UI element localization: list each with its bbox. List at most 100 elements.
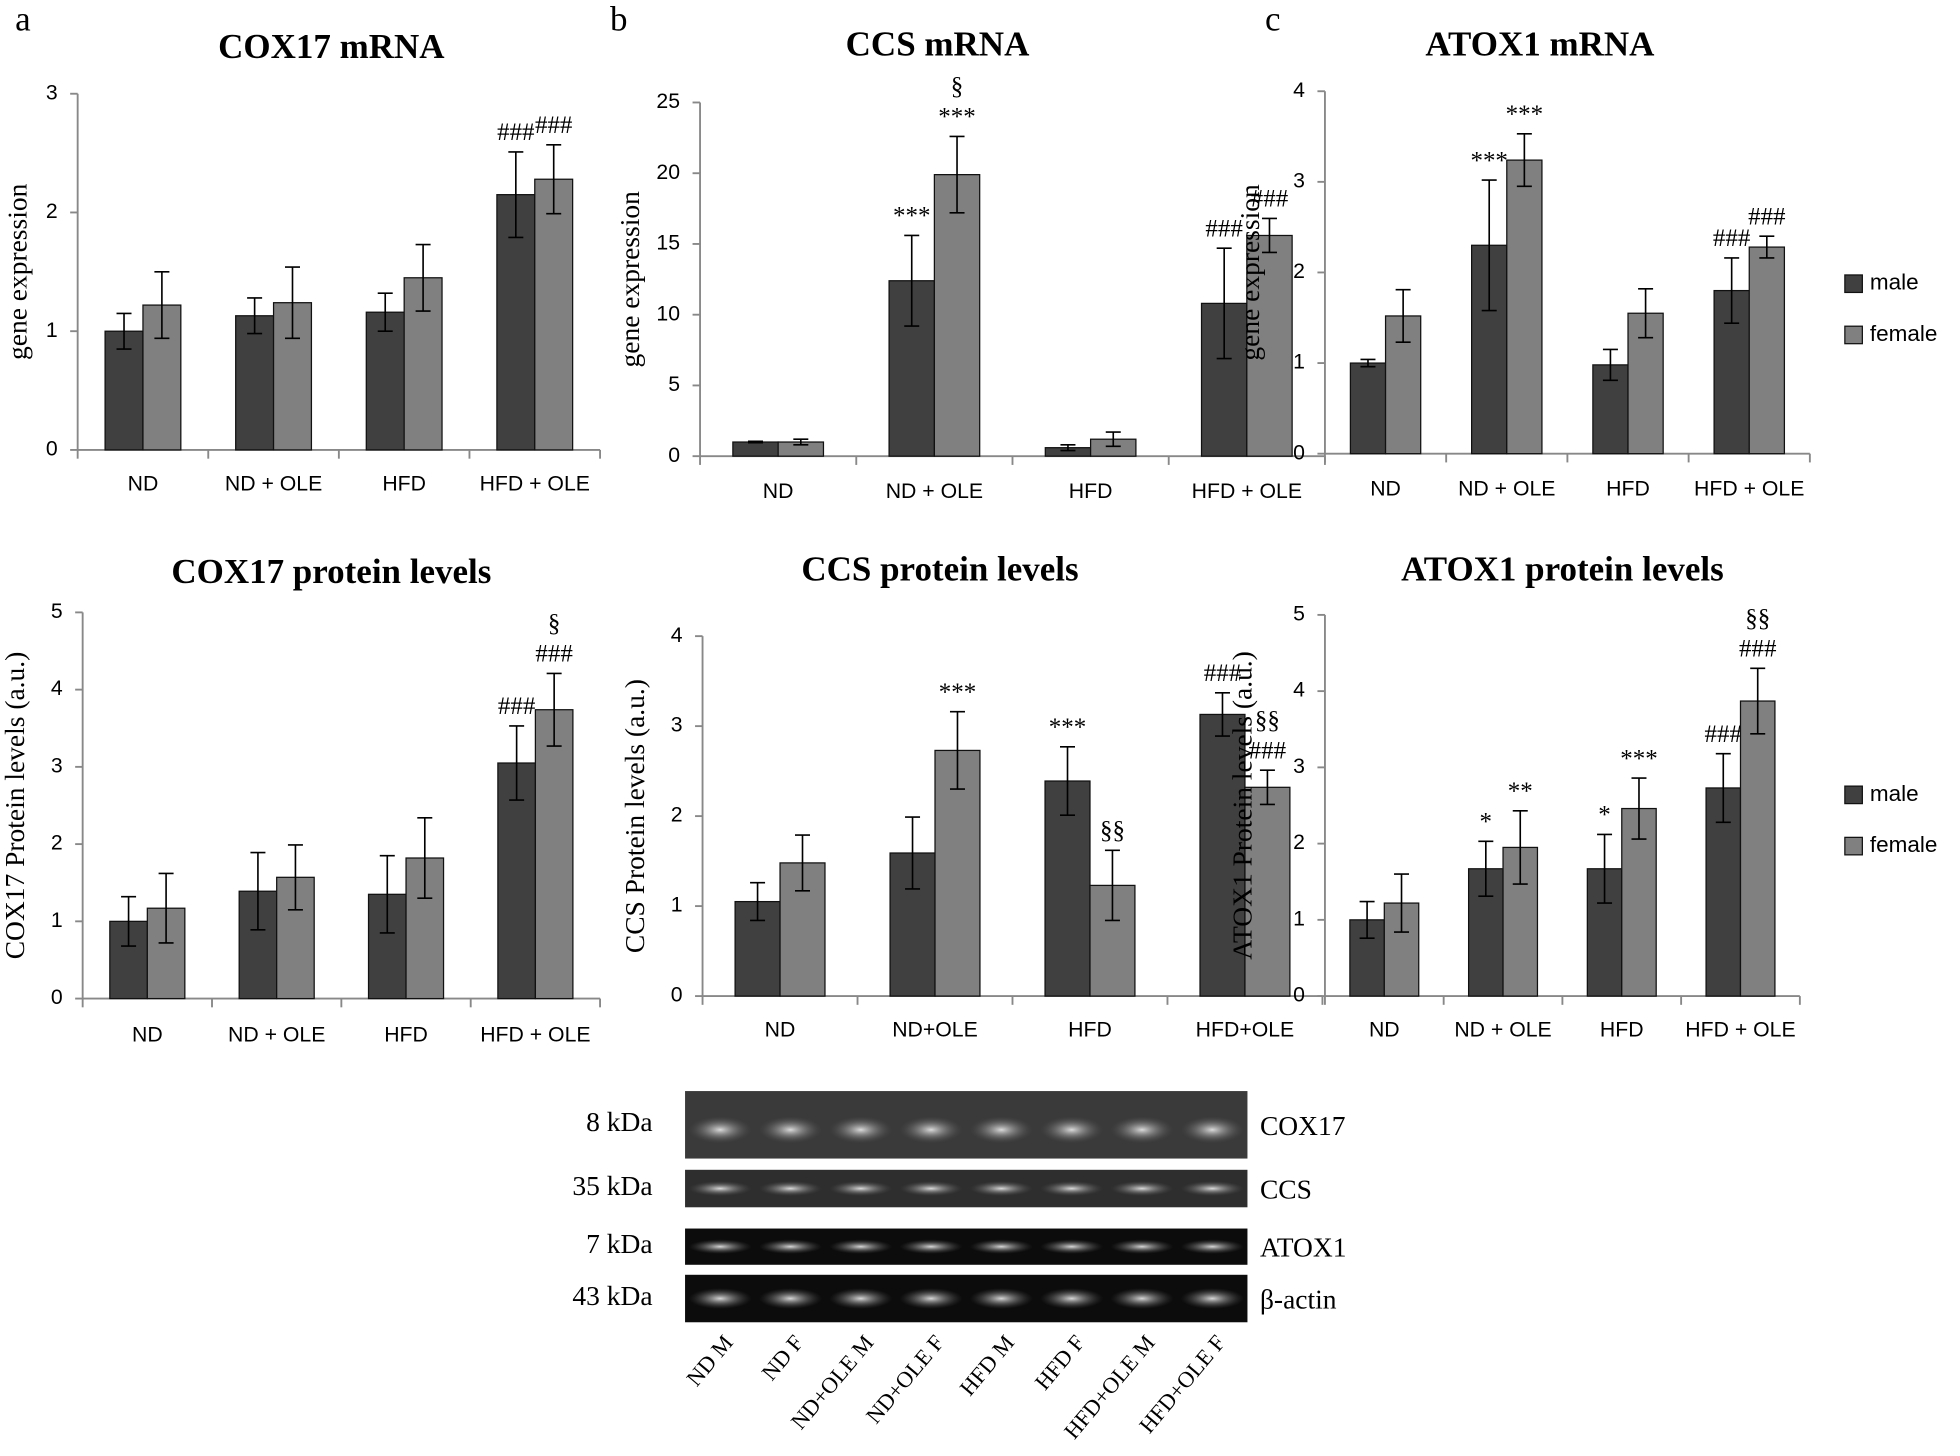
blot-band (969, 1288, 1034, 1309)
y-tick-label: 25 (656, 89, 680, 113)
bar (1244, 786, 1291, 997)
blot-band (829, 1116, 893, 1144)
y-tick-label: 3 (46, 80, 58, 104)
bar (534, 709, 574, 1000)
error-bar (904, 234, 920, 327)
y-tick-label: 2 (1293, 830, 1305, 854)
x-tick-label: HFD (1069, 479, 1113, 503)
significance-label: §§ (1100, 818, 1125, 845)
significance-label: ### (1739, 635, 1777, 662)
panel-label: b (610, 0, 628, 39)
chart-title: CCS mRNA (846, 25, 1030, 64)
blot-band (1110, 1288, 1174, 1309)
y-axis-label: gene expression (2, 183, 32, 360)
x-tick-label: ND (1369, 1018, 1400, 1042)
x-tick-label: ND + OLE (886, 479, 983, 503)
error-bar (509, 725, 525, 801)
blot-lane-label: HFD F (1030, 1330, 1090, 1394)
y-tick-label: 10 (656, 301, 680, 325)
blot-protein-label: β-actin (1260, 1285, 1337, 1315)
y-tick-label: 5 (1293, 602, 1305, 626)
bar (365, 311, 405, 451)
y-tick-label: 1 (1293, 350, 1305, 374)
blot-band (829, 1239, 893, 1254)
significance-label: *** (1470, 147, 1507, 174)
blot-band (829, 1288, 893, 1309)
error-bar (1060, 444, 1076, 452)
error-bar (247, 297, 263, 335)
error-bar (1602, 348, 1618, 382)
significance-label: ### (535, 112, 573, 139)
error-bar (1216, 247, 1232, 360)
y-tick-label: 0 (51, 985, 63, 1009)
legend-swatch (1844, 836, 1863, 856)
x-tick-label: ND + OLE (228, 1023, 325, 1047)
x-tick-label: ND (763, 479, 794, 503)
y-tick-label: 2 (46, 199, 58, 223)
error-bar (116, 312, 132, 350)
significance-label: ### (498, 693, 536, 720)
error-bar (379, 854, 395, 934)
error-bar (1481, 179, 1497, 312)
error-bar (905, 816, 921, 890)
error-bar (1394, 873, 1410, 933)
significance-label: §§ (1255, 707, 1280, 734)
x-tick-label: HFD (1068, 1018, 1112, 1042)
chart-title: COX17 mRNA (218, 27, 445, 66)
y-tick-label: 2 (671, 803, 683, 827)
blot-band (688, 1288, 752, 1309)
y-axis-label: COX17 Protein levels (a.u.) (0, 652, 30, 960)
significance-label: *** (938, 104, 975, 131)
x-tick-label: HFD (382, 472, 426, 496)
x-tick-label: HFD (1606, 477, 1650, 501)
bar (732, 441, 779, 457)
y-tick-label: 1 (1293, 906, 1305, 930)
error-bar (154, 271, 170, 340)
significance-label: ### (497, 119, 535, 146)
x-tick-label: HFD (1600, 1018, 1644, 1042)
blot-band (1040, 1181, 1104, 1197)
significance-label: § (548, 611, 561, 638)
blot-band (899, 1116, 963, 1144)
legend-swatch (1844, 325, 1863, 345)
significance-label: ### (1204, 660, 1242, 687)
bar (1739, 700, 1776, 997)
blot-size-label: 7 kDa (586, 1229, 652, 1259)
bar (235, 315, 275, 451)
y-tick-label: 0 (668, 443, 680, 467)
blot-band (969, 1181, 1034, 1197)
x-tick-label: HFD + OLE (1685, 1018, 1795, 1042)
blot-band (1040, 1239, 1104, 1254)
blot-size-label: 43 kDa (572, 1281, 652, 1311)
bar (1349, 362, 1387, 455)
y-axis-label: ATOX1 Protein levels (a.u.) (1227, 651, 1257, 960)
y-tick-label: 2 (51, 831, 63, 855)
x-tick-label: ND (1370, 477, 1401, 501)
error-bar (1359, 900, 1375, 939)
error-bar (508, 151, 524, 239)
error-bar (546, 672, 562, 747)
bar (1506, 159, 1543, 455)
blot-band (758, 1116, 823, 1144)
blot-lane-label: ND F (757, 1330, 809, 1385)
significance-label: *** (893, 203, 930, 230)
y-tick-label: 2 (1293, 259, 1305, 283)
significance-label: ### (1748, 203, 1786, 230)
chart-title: ATOX1 mRNA (1425, 25, 1655, 64)
y-tick-label: 0 (1293, 440, 1305, 464)
panel-label: c (1265, 0, 1281, 39)
error-bar (1104, 849, 1120, 922)
y-tick-label: 3 (1293, 168, 1305, 192)
x-tick-label: ND (128, 472, 159, 496)
legend-swatch (1844, 785, 1863, 805)
significance-label: ### (1713, 225, 1751, 252)
y-tick-label: 1 (671, 893, 683, 917)
chart-title: ATOX1 protein levels (1401, 549, 1724, 588)
blot-band (899, 1181, 963, 1197)
error-bar (1259, 769, 1275, 806)
x-tick-label: ND + OLE (1454, 1018, 1551, 1042)
significance-label: §§ (1745, 606, 1770, 633)
error-bar (750, 881, 766, 922)
y-tick-label: 15 (656, 231, 680, 255)
